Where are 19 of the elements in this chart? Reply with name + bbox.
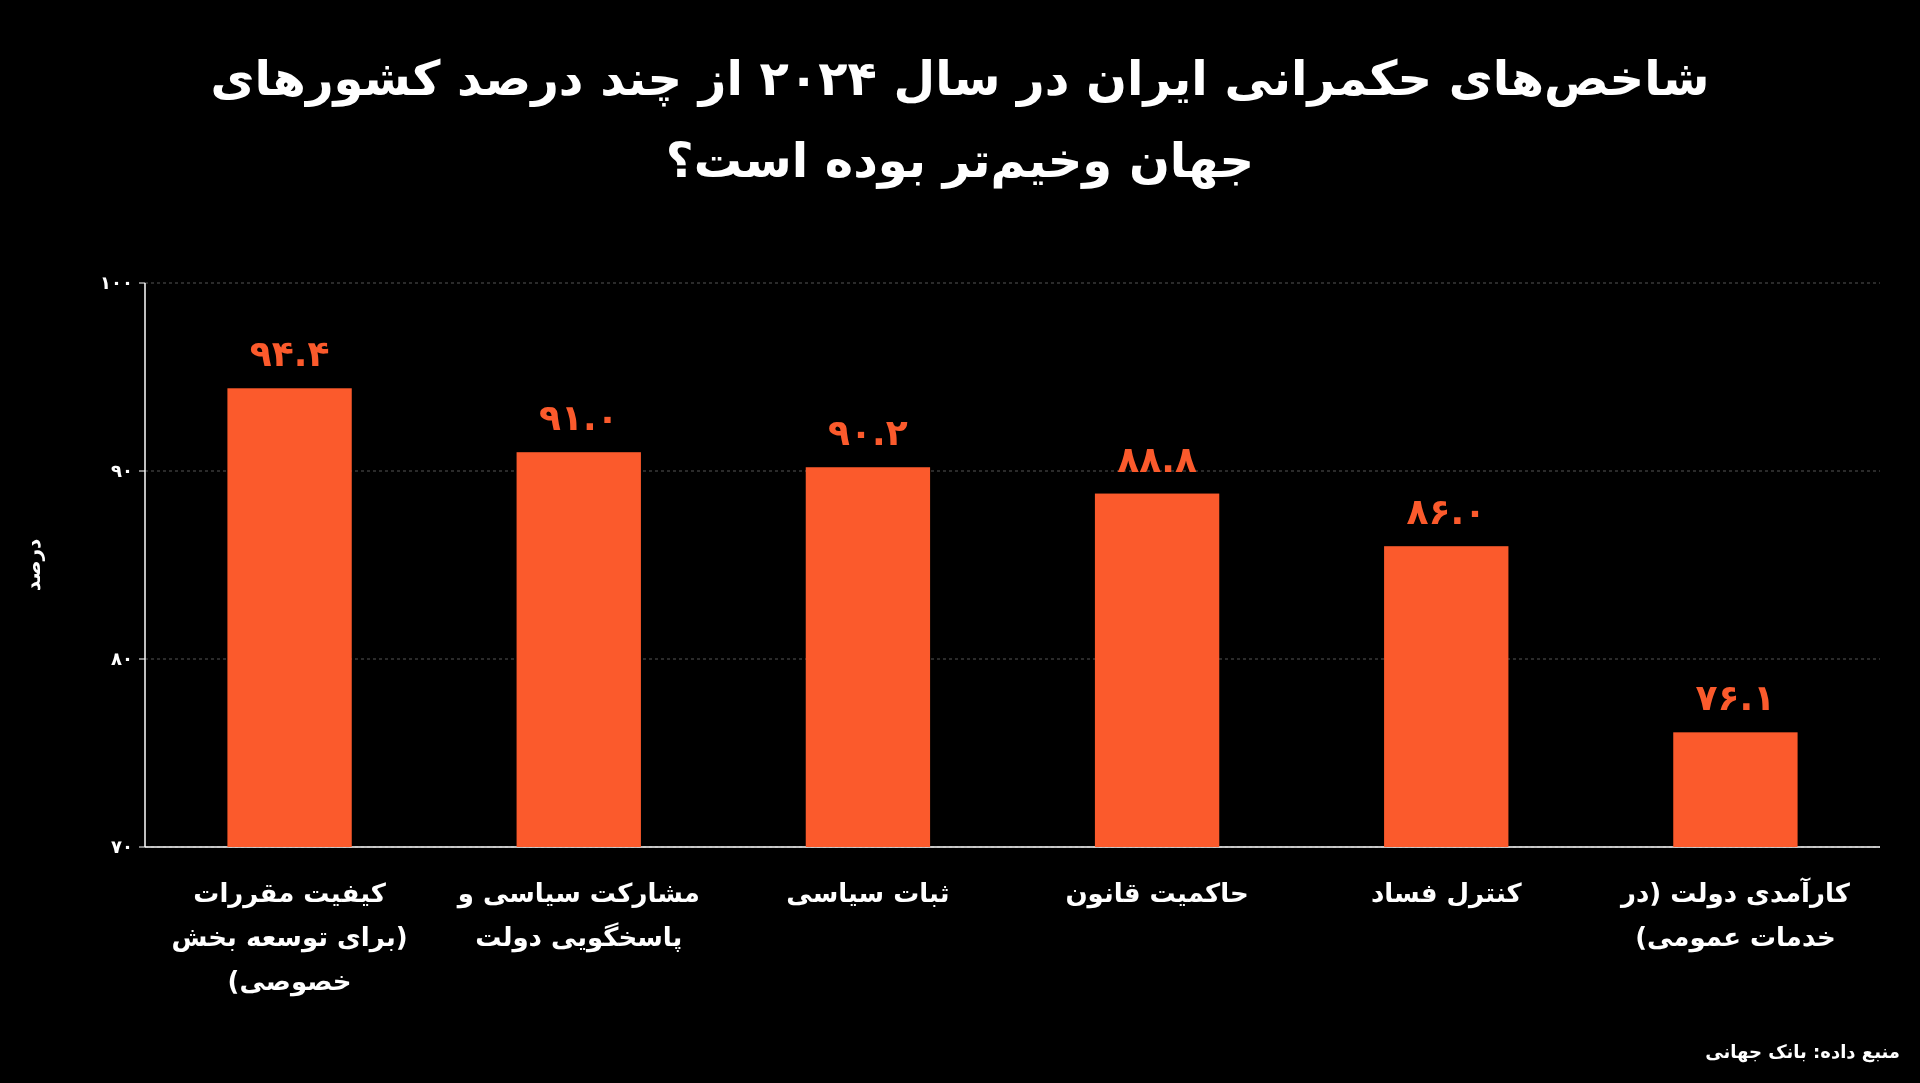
y-axis-title: درصد <box>21 538 45 592</box>
data-label: ۸۶.۰ <box>1406 491 1487 533</box>
text: منبع داده: بانک جهانی <box>1705 1041 1900 1063</box>
data-label: ۷۶.۱ <box>1695 677 1776 719</box>
x-tick-label: کیفیت مقررات (برای توسعه بخش خصوصی) <box>171 878 408 997</box>
y-tick-label: ۱۰۰ <box>100 272 133 294</box>
data-label: ۹۰.۲ <box>828 412 908 454</box>
x-tick-label: مشارکت سیاسی و پاسخگویی دولت <box>455 878 700 953</box>
x-tick-label: ثبات سیاسی <box>786 878 950 908</box>
data-label: ۹۴.۴ <box>249 333 330 375</box>
x-tick-label: کنترل فساد <box>1370 878 1523 909</box>
x-tick-label: حاکمیت قانون <box>1065 878 1249 909</box>
x-tick-label: کارآمدی دولت (در خدمات عمومی) <box>1619 877 1851 953</box>
data-label: ۹۱.۰ <box>538 397 619 439</box>
y-tick-label: ۸۰ <box>111 648 133 670</box>
chart-title: شاخص‌های حکمرانی ایران در سال ۲۰۲۴ از چند درصد کشورهای جهان وخیم‌تر بوده است؟ <box>210 50 1710 189</box>
y-tick-label: ۹۰ <box>111 460 133 482</box>
data-label: ۸۸.۸ <box>1117 438 1197 480</box>
y-tick-label: ۷۰ <box>111 836 133 858</box>
